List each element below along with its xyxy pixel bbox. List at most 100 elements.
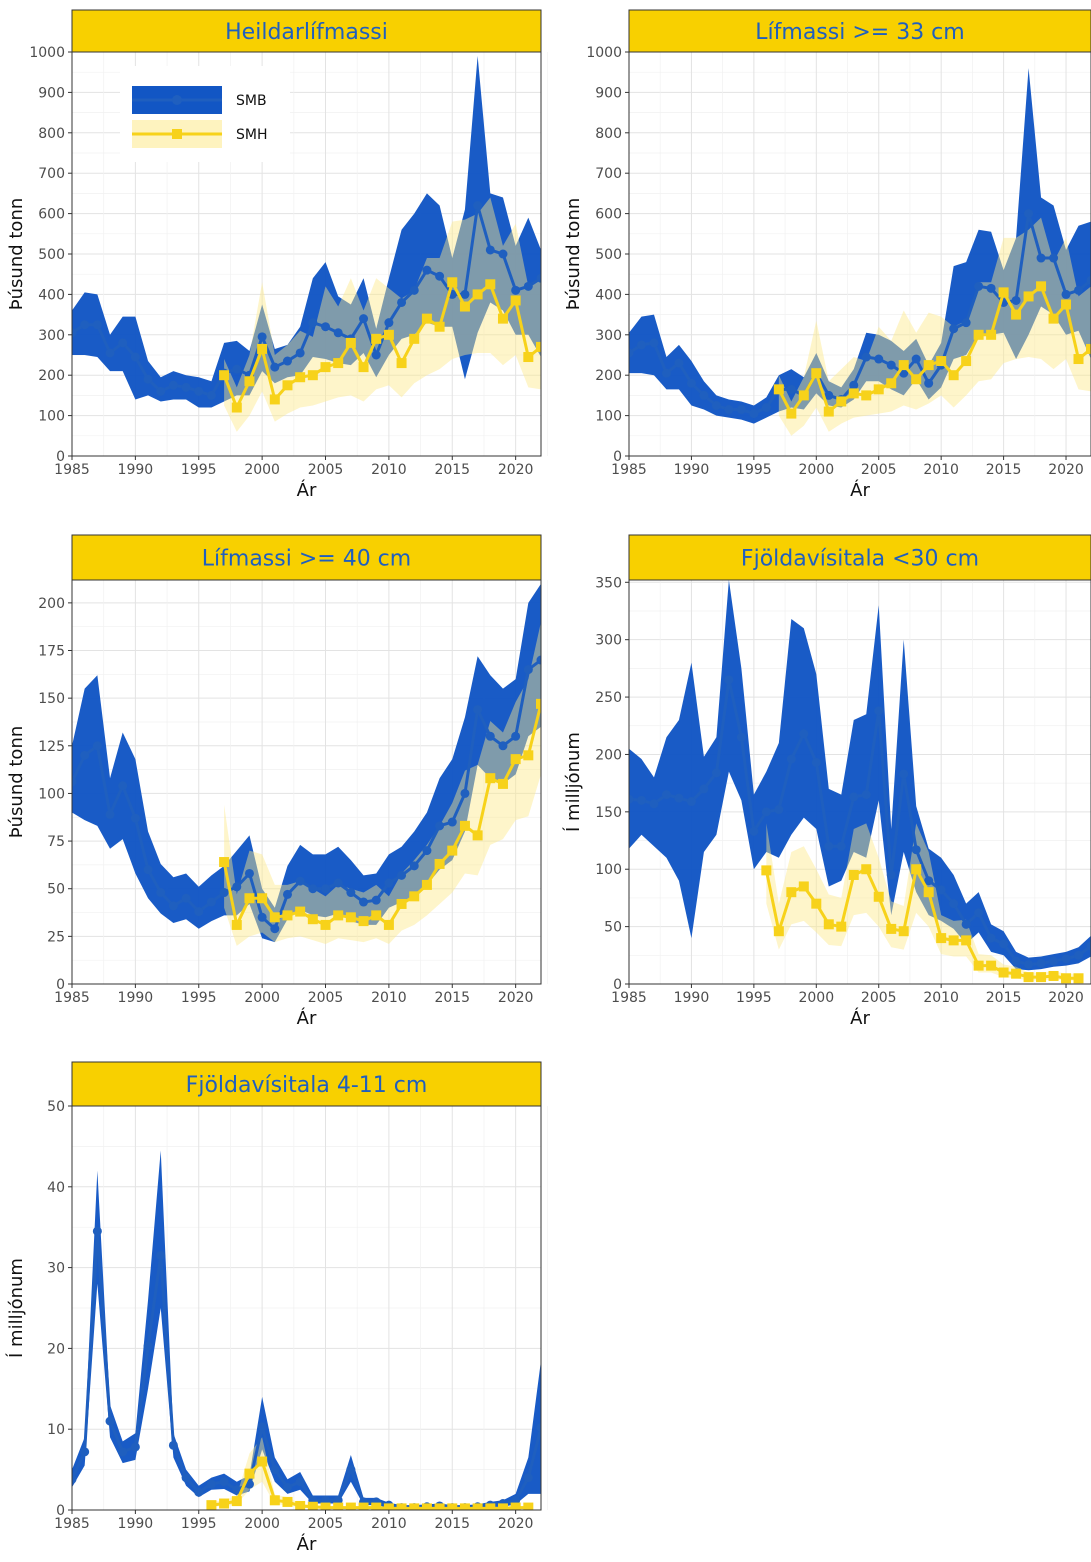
x-tick-label: 1985 — [611, 462, 647, 478]
smb-point — [1061, 954, 1071, 964]
x-tick-label: 2000 — [798, 462, 834, 478]
y-tick-label: 400 — [595, 287, 622, 303]
y-tick-label: 200 — [38, 596, 65, 612]
y-tick-label: 600 — [38, 207, 65, 223]
smb-point — [143, 374, 153, 384]
x-axis-title: Ár — [297, 1007, 317, 1029]
y-axis-title: Í milljónum — [562, 732, 584, 832]
smb-point — [636, 795, 646, 805]
y-tick-label: 800 — [595, 126, 622, 142]
smh-point — [282, 910, 293, 921]
smb-point — [397, 297, 407, 307]
smb-point — [321, 1495, 331, 1505]
smh-point — [861, 864, 872, 875]
smb-point — [232, 882, 242, 892]
smb-point — [130, 813, 140, 823]
y-tick-label: 600 — [595, 207, 622, 223]
smh-point — [345, 337, 356, 348]
smh-point — [472, 1503, 483, 1510]
smb-point — [949, 324, 959, 334]
smh-point — [773, 384, 784, 395]
smb-point — [761, 403, 771, 413]
smb-point — [156, 888, 166, 898]
smh-point — [219, 370, 230, 381]
smb-point — [130, 1442, 140, 1452]
smb-point — [105, 1416, 115, 1426]
smh-point — [434, 321, 445, 332]
x-tick-label: 2020 — [498, 462, 534, 478]
smh-point — [510, 295, 521, 306]
smb-point — [422, 265, 432, 275]
smb-point — [686, 378, 696, 388]
smh-point — [536, 341, 541, 352]
panel-title: Lífmassi >= 33 cm — [755, 20, 964, 45]
smh-point — [358, 1502, 369, 1510]
smb-point — [168, 1440, 178, 1450]
smh-point — [371, 333, 382, 344]
smb-point — [181, 1473, 191, 1483]
smb-point — [774, 805, 784, 815]
y-tick-label: 50 — [604, 920, 622, 936]
smh-point — [206, 1500, 217, 1510]
chart-panel: Lífmassi >= 40 cm 0 25 50 75 100 125 150 175 200 1… — [6, 534, 548, 1029]
smb-point — [974, 908, 984, 918]
smh-point — [911, 864, 922, 875]
y-tick-label: 1000 — [586, 45, 622, 61]
smh-point — [434, 1503, 445, 1510]
smb-point — [295, 348, 305, 358]
smh-point — [1023, 291, 1034, 302]
smh-point — [973, 960, 984, 971]
smh-point — [923, 360, 934, 371]
smh-point — [320, 919, 331, 930]
smh-point — [948, 370, 959, 381]
smh-point — [396, 358, 407, 369]
smh-point — [848, 388, 859, 399]
smb-point — [511, 1495, 521, 1505]
smh-point — [961, 356, 972, 367]
x-tick-label: 2000 — [244, 1516, 280, 1532]
smb-point — [836, 841, 846, 851]
smh-point — [936, 356, 947, 367]
x-tick-label: 1995 — [736, 462, 772, 478]
smh-point — [510, 754, 521, 765]
data-layer — [629, 580, 1091, 984]
smh-point — [1061, 299, 1072, 310]
smb-point — [308, 318, 318, 328]
legend-key-marker — [172, 95, 182, 105]
smb-point — [786, 754, 796, 764]
y-tick-label: 200 — [38, 368, 65, 384]
smb-point — [699, 390, 709, 400]
smb-point — [321, 322, 331, 332]
x-tick-label: 2000 — [244, 990, 280, 1006]
data-layer — [72, 56, 541, 432]
smb-point — [257, 1422, 267, 1432]
smh-point — [1073, 354, 1084, 365]
smb-point — [1024, 959, 1034, 969]
smb-point — [282, 1482, 292, 1492]
smb-point — [661, 368, 671, 378]
smb-point — [824, 390, 834, 400]
x-tick-label: 2010 — [371, 990, 407, 1006]
smb-point — [511, 285, 521, 295]
x-tick-label: 2015 — [434, 1516, 470, 1532]
x-tick-label: 2010 — [923, 990, 959, 1006]
y-tick-label: 800 — [38, 126, 65, 142]
smb-confidence-band — [629, 580, 1091, 971]
smb-point — [1074, 285, 1084, 295]
smh-point — [269, 1495, 280, 1506]
smh-point — [873, 384, 884, 395]
x-axis-title: Ár — [297, 479, 317, 501]
smh-point — [383, 1503, 394, 1510]
x-tick-label: 1990 — [118, 990, 154, 1006]
smb-point — [523, 281, 533, 291]
smb-point — [232, 364, 242, 374]
smb-point — [384, 878, 394, 888]
smh-point — [472, 830, 483, 841]
smh-confidence-band — [766, 823, 1079, 981]
smb-point — [206, 1479, 216, 1489]
smb-point — [999, 939, 1009, 949]
smh-point — [383, 919, 394, 930]
y-tick-label: 30 — [47, 1261, 65, 1277]
smb-point — [636, 340, 646, 350]
smb-point — [219, 888, 229, 898]
